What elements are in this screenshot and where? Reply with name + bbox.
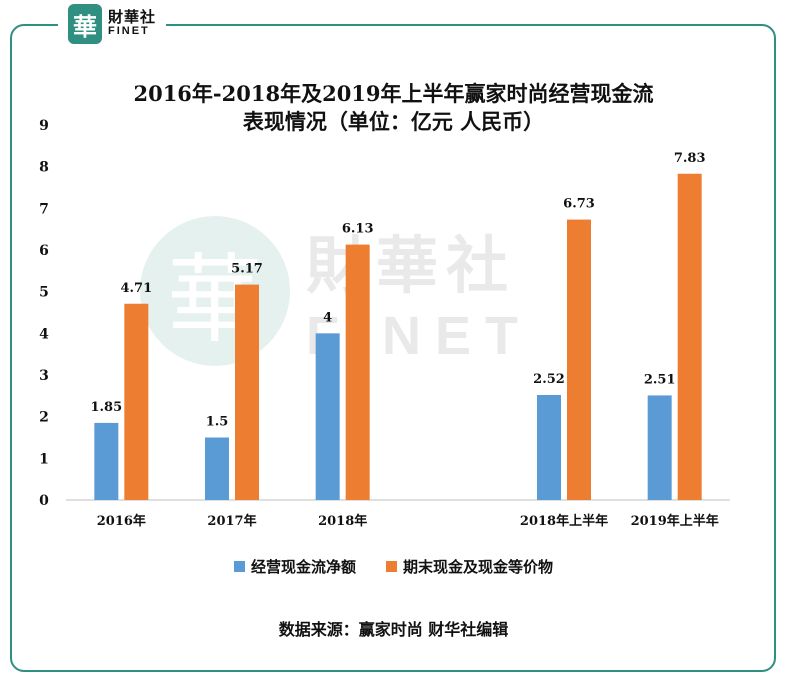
- x-tick-label: 2016年: [97, 513, 146, 529]
- data-label: 4.71: [120, 281, 152, 296]
- bar-cash-equivalents: [345, 244, 370, 500]
- chart-title-line1: 2016年-2018年及2019年上半年赢家时尚经营现金流: [133, 81, 654, 106]
- bar-operating-cashflow: [647, 395, 672, 500]
- x-tick-label: 2018年: [318, 513, 367, 529]
- y-tick-label: 5: [39, 285, 49, 301]
- finet-logo: 華 財華社 FINET: [58, 2, 167, 46]
- y-tick-label: 3: [39, 368, 49, 384]
- y-tick-label: 8: [39, 160, 49, 176]
- y-tick-label: 1: [39, 451, 49, 467]
- bar-operating-cashflow: [205, 437, 229, 500]
- legend-swatch-series1: [233, 561, 245, 572]
- legend-label-series2: 期末现金及现金等价物: [403, 558, 554, 576]
- y-tick-label: 7: [39, 201, 49, 217]
- logo-text: 財華社 FINET: [108, 10, 156, 37]
- x-tick-label: 2017年: [207, 513, 256, 529]
- data-label: 6.13: [342, 222, 374, 237]
- y-tick-label: 4: [39, 326, 49, 342]
- data-label: 7.83: [674, 151, 706, 166]
- bar-cash-equivalents: [235, 284, 259, 500]
- data-label: 1.5: [206, 415, 229, 430]
- legend-swatch-series2: [386, 561, 397, 572]
- data-label: 6.73: [563, 197, 595, 212]
- y-tick-label: 9: [39, 118, 49, 134]
- data-label: 4: [323, 310, 332, 325]
- x-tick-label: 2019年上半年: [631, 513, 719, 529]
- source-note: 数据来源：赢家时尚 财华社编辑: [278, 620, 509, 639]
- legend: 经营现金流净额 期末现金及现金等价物: [0, 556, 787, 577]
- logo-name-cn: 財華社: [108, 8, 157, 27]
- legend-item-series2: 期末现金及现金等价物: [386, 556, 553, 577]
- legend-item-series1: 经营现金流净额: [233, 556, 356, 577]
- y-tick-label: 2: [39, 410, 49, 426]
- data-label: 1.85: [90, 400, 122, 415]
- bar-cash-equivalents: [124, 303, 149, 500]
- bar-operating-cashflow: [315, 333, 340, 500]
- logo-seal-icon: 華: [68, 4, 102, 44]
- data-label: 5.17: [231, 262, 263, 277]
- chart-frame: [10, 24, 776, 672]
- data-label: 2.52: [533, 372, 565, 387]
- bar-cash-equivalents: [567, 219, 591, 501]
- legend-label-series1: 经营现金流净额: [250, 558, 356, 576]
- x-tick-label: 2018年上半年: [520, 513, 608, 529]
- y-tick-label: 6: [39, 243, 49, 259]
- y-tick-label: 0: [39, 493, 49, 509]
- logo-name-en: FINET: [108, 25, 150, 38]
- chart-title-line2: 表现情况（单位：亿元 人民币）: [242, 109, 545, 134]
- bar-operating-cashflow: [94, 422, 119, 500]
- data-label: 2.51: [644, 372, 676, 387]
- bar-operating-cashflow: [537, 395, 561, 500]
- bar-cash-equivalents: [677, 173, 702, 500]
